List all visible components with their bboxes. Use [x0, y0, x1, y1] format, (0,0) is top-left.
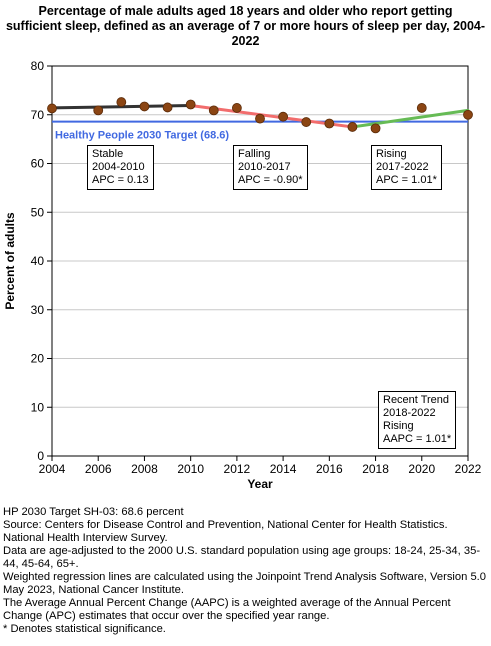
- annotation-falling: Falling 2010-2017 APC = -0.90*: [233, 145, 308, 190]
- x-axis-label: Year: [247, 477, 273, 491]
- footnote: HP 2030 Target SH-03: 68.6 percent: [3, 506, 184, 518]
- annotation-line: APC = 1.01*: [376, 174, 437, 186]
- data-point: [370, 123, 381, 134]
- plot-frame: [51, 65, 469, 457]
- y-tick-label: 30: [31, 303, 45, 317]
- data-point: [47, 103, 57, 114]
- footnotes: HP 2030 Target SH-03: 68.6 percent Sourc…: [3, 506, 489, 636]
- data-point: [324, 118, 335, 129]
- annotation-line: AAPC = 1.01*: [383, 433, 452, 445]
- y-tick-label: 70: [31, 108, 45, 122]
- annotation-line: 2017-2022: [376, 161, 429, 173]
- annotation-recent-trend: Recent Trend 2018-2022 Rising AAPC = 1.0…: [378, 391, 457, 449]
- data-point: [93, 105, 104, 116]
- data-point: [116, 97, 127, 107]
- data-point: [139, 101, 150, 112]
- annotation-line: APC = 0.13: [92, 174, 149, 186]
- x-tick-label: 2016: [316, 462, 343, 476]
- data-point: [185, 99, 196, 110]
- data-point: [255, 113, 265, 124]
- title-line-2: sufficient sleep, defined as an average …: [5, 19, 486, 33]
- footnote: * Denotes statistical significance.: [3, 623, 166, 635]
- footnote: The Average Annual Percent Change (AAPC)…: [3, 597, 451, 622]
- target-label: Healthy People 2030 Target (68.6): [55, 130, 229, 142]
- y-axis-label: Percent of adults: [3, 212, 17, 310]
- x-tick-label: 2004: [39, 462, 66, 476]
- data-point: [301, 117, 312, 127]
- y-tick-label: 20: [31, 352, 45, 366]
- annotation-line: Falling: [238, 148, 271, 160]
- x-axis-ticks: 2004 2006 2008 2010 2012 2014 2016 2018 2020 2022: [39, 456, 482, 476]
- annotation-line: APC = -0.90*: [238, 174, 303, 186]
- annotation-line: Rising: [383, 420, 414, 432]
- annotation-stable: Stable 2004-2010 APC = 0.13: [87, 145, 154, 190]
- x-tick-label: 2008: [131, 462, 158, 476]
- x-tick-label: 2006: [85, 462, 112, 476]
- x-tick-label: 2020: [408, 462, 435, 476]
- annotation-line: Recent Trend: [383, 394, 450, 406]
- data-point: [278, 111, 289, 122]
- y-tick-label: 60: [31, 157, 45, 171]
- annotation-line: 2010-2017: [238, 161, 291, 173]
- footnote: Source: Centers for Disease Control and …: [3, 519, 448, 544]
- data-point: [347, 122, 358, 132]
- data-point: [416, 103, 427, 113]
- x-tick-label: 2018: [362, 462, 389, 476]
- annotation-line: Stable: [92, 148, 124, 160]
- y-tick-label: 50: [31, 205, 45, 219]
- y-tick-label: 10: [31, 400, 45, 414]
- footnote: Weighted regression lines are calculated…: [3, 571, 486, 596]
- annotation-line: 2004-2010: [92, 161, 145, 173]
- x-tick-label: 2012: [224, 462, 251, 476]
- x-tick-label: 2014: [270, 462, 297, 476]
- footnote: Data are age-adjusted to the 2000 U.S. s…: [3, 545, 481, 570]
- x-tick-label: 2010: [177, 462, 204, 476]
- chart-title: Percentage of male adults aged 18 years …: [0, 4, 491, 49]
- data-point: [162, 102, 173, 113]
- y-axis-ticks: 0 10 20 30 40 50 60 70 80: [31, 59, 52, 463]
- data-point: [208, 105, 219, 116]
- data-points: [47, 97, 473, 134]
- annotation-rising: Rising 2017-2022 APC = 1.01*: [371, 145, 442, 190]
- y-tick-label: 80: [31, 59, 45, 73]
- title-line-1: Percentage of male adults aged 18 years …: [38, 4, 453, 18]
- y-tick-label: 0: [37, 449, 44, 463]
- annotation-line: Rising: [376, 148, 407, 160]
- annotation-line: 2018-2022: [383, 407, 436, 419]
- trend-segment: [350, 108, 470, 129]
- data-point: [231, 103, 242, 113]
- data-point: [463, 109, 473, 120]
- x-tick-label: 2022: [455, 462, 482, 476]
- y-tick-label: 40: [31, 254, 45, 268]
- title-line-3: 2022: [231, 34, 260, 48]
